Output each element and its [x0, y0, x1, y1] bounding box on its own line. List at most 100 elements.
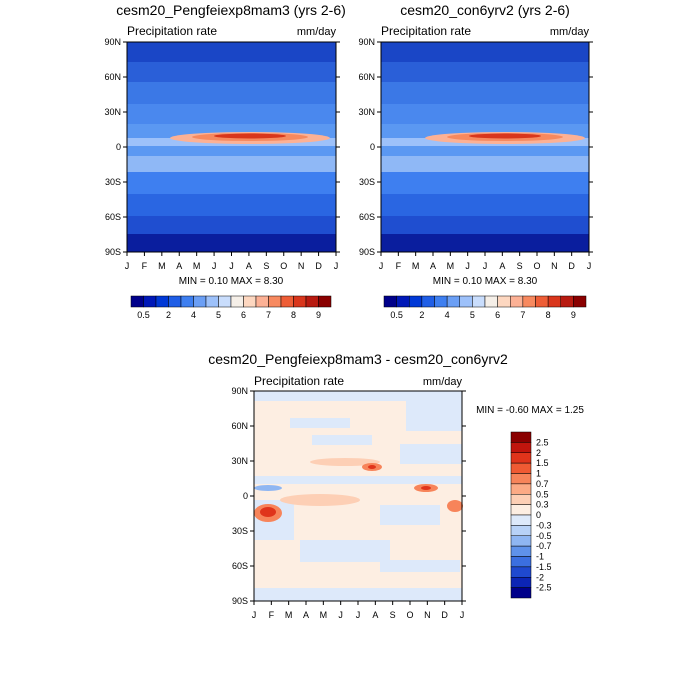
x-tick-label: D — [315, 261, 322, 271]
colorbar-swatch — [180, 295, 194, 308]
colorbar-label: -0.5 — [536, 531, 552, 541]
left-label: Precipitation rate — [254, 374, 344, 388]
blob — [290, 418, 350, 428]
itcz-rain-core — [469, 133, 541, 139]
colorbar: 0.5 2 4 5 6 7 8 9 — [130, 295, 332, 320]
colorbar-swatch — [484, 295, 498, 308]
stats-label: MIN = 0.10 MAX = 8.30 — [433, 276, 538, 287]
colorbar-label: 8 — [546, 310, 551, 320]
colorbar-label: 0.5 — [137, 310, 150, 320]
colorbar-swatch — [510, 556, 532, 568]
colorbar-swatch — [522, 295, 536, 308]
y-tick-label: 60N — [104, 72, 121, 82]
y-tick-label: 90S — [232, 596, 248, 606]
colorbar-label: 9 — [316, 310, 321, 320]
band-2 — [127, 82, 336, 104]
x-tick-label: O — [280, 261, 287, 271]
y-tick-label: 60S — [105, 212, 121, 222]
colorbar-label: -1.5 — [536, 562, 552, 572]
panel-title: cesm20_con6yrv2 (yrs 2-6) — [400, 2, 570, 18]
colorbar-label: -2.5 — [536, 583, 552, 593]
x-tick-label: J — [334, 261, 339, 271]
colorbar-swatch — [168, 295, 182, 308]
band-8 — [381, 172, 589, 194]
y-tick-label: 60N — [358, 72, 375, 82]
x-tick-label: F — [396, 261, 402, 271]
x-tick-label: J — [229, 261, 234, 271]
colorbar-swatch — [305, 295, 319, 308]
plot-area — [380, 41, 590, 253]
blob — [380, 505, 440, 525]
x-tick-label: S — [390, 610, 396, 620]
y-tick-label: 0 — [243, 491, 248, 501]
band-11 — [381, 234, 589, 252]
band-3 — [381, 104, 589, 124]
x-tick-label: J — [252, 610, 257, 620]
x-tick-label: A — [176, 261, 182, 271]
y-tick-label: 60N — [231, 421, 248, 431]
colorbar-swatch — [510, 535, 532, 547]
x-tick-label: A — [303, 610, 309, 620]
colorbar-label: 2 — [419, 310, 424, 320]
blob — [312, 435, 372, 445]
right-label: mm/day — [423, 376, 463, 388]
colorbar-label: 4 — [191, 310, 196, 320]
colorbar-swatch — [230, 295, 244, 308]
band-7 — [381, 156, 589, 172]
x-tick-label: F — [142, 261, 148, 271]
blob — [260, 507, 276, 517]
blob — [254, 391, 462, 401]
colorbar-label: 8 — [291, 310, 296, 320]
panel-title: cesm20_Pengfeiexp8mam3 - cesm20_con6yrv2 — [208, 351, 508, 367]
y-tick-label: 30N — [231, 456, 248, 466]
colorbar-label: 6 — [241, 310, 246, 320]
x-tick-label: S — [517, 261, 523, 271]
colorbar-label: 0.5 — [536, 489, 549, 499]
colorbar-swatch — [268, 295, 282, 308]
colorbar-swatch — [130, 295, 144, 308]
band-9 — [381, 194, 589, 216]
y-tick-label: 90S — [359, 247, 375, 257]
colorbar-label: 6 — [495, 310, 500, 320]
panel-experiment: cesm20_Pengfeiexp8mam3 (yrs 2-6) Precipi… — [104, 2, 345, 320]
colorbar-label: 7 — [266, 310, 271, 320]
colorbar-swatch — [472, 295, 486, 308]
x-tick-label: J — [587, 261, 592, 271]
colorbar-swatch — [510, 483, 532, 495]
x-tick-label: J — [483, 261, 488, 271]
x-tick-label: F — [269, 610, 275, 620]
blob — [254, 476, 462, 484]
colorbar-swatch — [510, 494, 532, 505]
band-7 — [127, 156, 336, 172]
y-tick-label: 60S — [232, 561, 248, 571]
colorbar-swatch — [510, 514, 532, 526]
blob — [400, 444, 462, 464]
colorbar-swatch — [510, 577, 532, 588]
blob — [406, 401, 462, 431]
colorbar-label: 2.5 — [536, 437, 549, 447]
colorbar-swatch — [421, 295, 435, 308]
x-tick-label: S — [263, 261, 269, 271]
band-9 — [127, 194, 336, 216]
y-tick-label: 90S — [105, 247, 121, 257]
y-tick-label: 30N — [358, 107, 375, 117]
y-tick-label: 30N — [104, 107, 121, 117]
colorbar-label: -0.3 — [536, 520, 552, 530]
x-tick-label: N — [424, 610, 431, 620]
x-tick-label: M — [193, 261, 201, 271]
colorbar-label: 7 — [520, 310, 525, 320]
colorbar-swatch — [446, 295, 460, 308]
x-tick-label: M — [285, 610, 293, 620]
x-tick-label: J — [356, 610, 361, 620]
colorbar-swatch — [510, 525, 532, 536]
colorbar-swatch — [383, 295, 397, 308]
blob — [254, 588, 462, 601]
colorbar-swatch — [497, 295, 511, 308]
colorbar-swatch — [510, 587, 532, 599]
colorbar-swatch — [535, 295, 549, 308]
x-tick-label: J — [460, 610, 465, 620]
band-3 — [127, 104, 336, 124]
x-tick-label: N — [298, 261, 305, 271]
